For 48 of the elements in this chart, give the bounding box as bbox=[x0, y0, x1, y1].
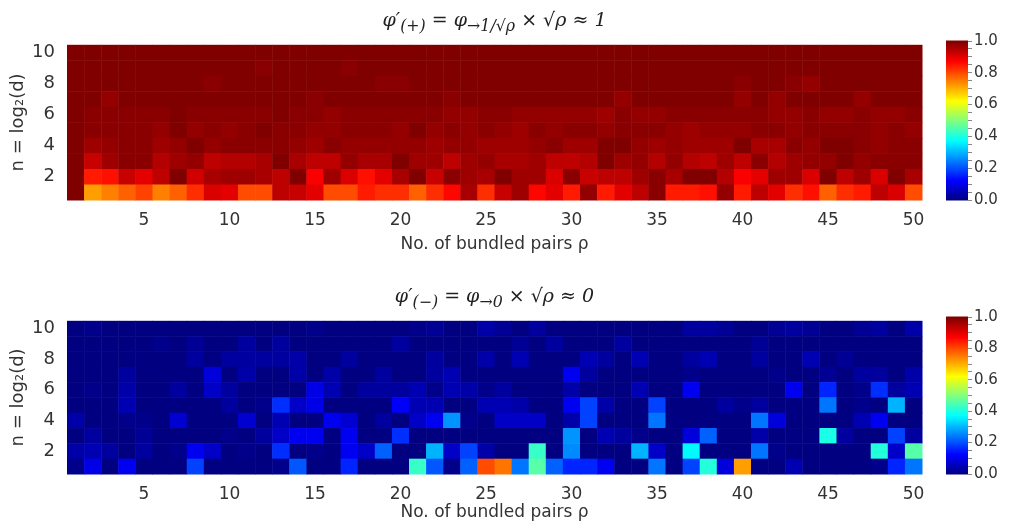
color-bar-label: 0.8 bbox=[974, 62, 998, 81]
color-bar-label: 0.0 bbox=[974, 189, 998, 208]
x-tick-label: 30 bbox=[560, 482, 583, 503]
x-tick-label: 35 bbox=[646, 208, 668, 229]
x-tick-label: 40 bbox=[731, 208, 754, 229]
x-tick-label: 30 bbox=[560, 208, 583, 229]
color-bar-label: 1.0 bbox=[974, 30, 998, 49]
y-tick-label: 8 bbox=[43, 71, 55, 93]
color-bar-label: 0.6 bbox=[974, 94, 998, 113]
chart-title: φ′$_{(−)}$ = φ$_{→0}$ × √ρ ≈ 0 bbox=[393, 284, 596, 311]
x-tick-label: 25 bbox=[475, 208, 497, 229]
x-tick-label: 10 bbox=[218, 208, 241, 229]
x-tick-label: 10 bbox=[218, 482, 241, 503]
x-axis-title: No. of bundled pairs ρ bbox=[400, 501, 589, 522]
x-tick-label: 50 bbox=[902, 208, 925, 229]
y-tick-label: 8 bbox=[43, 346, 55, 368]
y-tick-label: 2 bbox=[43, 438, 55, 460]
color-bar-label: 0.0 bbox=[974, 463, 998, 482]
y-tick-label: 4 bbox=[43, 408, 55, 430]
x-tick-label: 15 bbox=[304, 208, 326, 229]
x-axis-title: No. of bundled pairs ρ bbox=[400, 233, 589, 254]
color-bar-label: 0.4 bbox=[974, 126, 998, 145]
x-tick-label: 25 bbox=[475, 482, 497, 503]
y-axis-title: n = log₂(d) bbox=[6, 348, 28, 447]
x-tick-label: 40 bbox=[731, 482, 754, 503]
y-tick-label: 10 bbox=[32, 316, 55, 338]
x-tick-label: 35 bbox=[646, 482, 668, 503]
y-tick-label: 6 bbox=[43, 377, 55, 399]
y-tick-label: 4 bbox=[43, 133, 55, 155]
x-tick-label: 5 bbox=[138, 482, 150, 503]
x-tick-label: 45 bbox=[817, 208, 839, 229]
color-bar-label: 0.8 bbox=[974, 338, 998, 357]
color-bar-label: 1.0 bbox=[974, 306, 998, 325]
y-tick-label: 6 bbox=[43, 102, 55, 124]
color-bar-label: 0.6 bbox=[974, 369, 998, 388]
x-tick-label: 20 bbox=[389, 208, 412, 229]
y-tick-label: 2 bbox=[43, 164, 55, 186]
x-tick-label: 45 bbox=[817, 482, 839, 503]
x-tick-label: 15 bbox=[304, 482, 326, 503]
y-axis-title: n = log₂(d) bbox=[6, 73, 28, 172]
color-bar-label: 0.2 bbox=[974, 432, 998, 451]
color-bar-label: 0.2 bbox=[974, 158, 998, 177]
color-bar-label: 0.4 bbox=[974, 401, 998, 420]
x-tick-label: 5 bbox=[138, 208, 150, 229]
chart-title: φ′$_{(+)}$ = φ$_{→1/√ρ}$ × √ρ ≈ 1 bbox=[381, 8, 608, 35]
x-tick-label: 50 bbox=[902, 482, 925, 503]
y-tick-label: 10 bbox=[32, 40, 55, 62]
x-tick-label: 20 bbox=[389, 482, 412, 503]
